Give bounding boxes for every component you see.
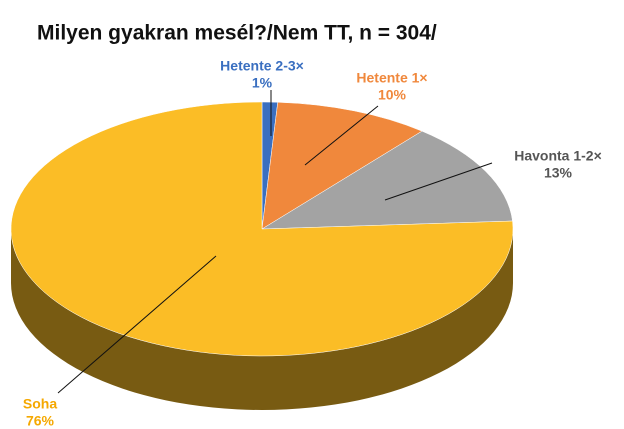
slice xyxy=(10,101,514,357)
leader-line xyxy=(384,162,493,201)
leader-line xyxy=(304,105,379,166)
leader-line xyxy=(57,255,217,394)
slice-label: Havonta 1-2× xyxy=(514,148,602,164)
value-label: 10% xyxy=(378,87,407,103)
chart-title: Milyen gyakran mesél?/Nem TT, n = 304/ xyxy=(37,22,437,45)
slice xyxy=(261,130,513,230)
value-label: 1% xyxy=(252,75,273,91)
value-label: 76% xyxy=(26,413,55,429)
slice-label: Hetente 1× xyxy=(356,70,427,86)
value-label: 13% xyxy=(544,165,573,181)
slice xyxy=(261,101,423,230)
slice-side xyxy=(11,229,513,410)
slice-label: Hetente 2-3× xyxy=(220,58,304,74)
slice-label: Soha xyxy=(23,396,57,412)
